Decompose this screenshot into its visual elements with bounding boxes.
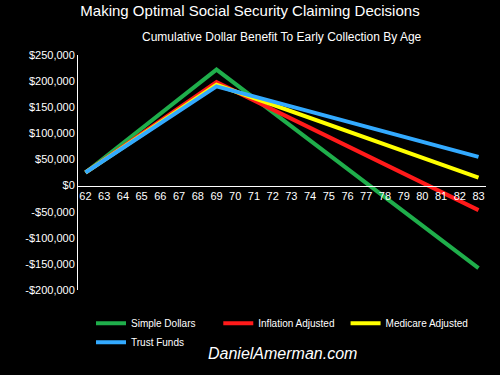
svg-text:72: 72: [267, 190, 279, 202]
svg-text:$50,000: $50,000: [35, 153, 75, 165]
svg-text:71: 71: [248, 190, 260, 202]
svg-text:64: 64: [117, 190, 129, 202]
svg-text:$250,000: $250,000: [29, 49, 75, 61]
svg-text:-$50,000: -$50,000: [31, 206, 74, 218]
svg-text:74: 74: [304, 190, 316, 202]
svg-text:Medicare Adjusted: Medicare Adjusted: [386, 318, 468, 329]
svg-text:$150,000: $150,000: [29, 101, 75, 113]
svg-text:$200,000: $200,000: [29, 75, 75, 87]
svg-text:79: 79: [398, 190, 410, 202]
svg-text:-$100,000: -$100,000: [25, 232, 75, 244]
svg-text:Making Optimal Social Security: Making Optimal Social Security Claiming …: [80, 2, 419, 19]
svg-text:80: 80: [416, 190, 428, 202]
svg-text:Cumulative Dollar Benefit To E: Cumulative Dollar Benefit To Early Colle…: [142, 30, 422, 44]
svg-text:69: 69: [210, 190, 222, 202]
svg-text:83: 83: [472, 190, 484, 202]
svg-text:62: 62: [79, 190, 91, 202]
svg-text:67: 67: [173, 190, 185, 202]
svg-text:73: 73: [285, 190, 297, 202]
svg-text:$0: $0: [63, 179, 75, 191]
svg-text:Inflation Adjusted: Inflation Adjusted: [258, 318, 334, 329]
svg-text:70: 70: [229, 190, 241, 202]
svg-text:76: 76: [341, 190, 353, 202]
svg-text:DanielAmerman.com: DanielAmerman.com: [208, 345, 357, 362]
svg-text:63: 63: [98, 190, 110, 202]
svg-text:81: 81: [435, 190, 447, 202]
svg-text:78: 78: [379, 190, 391, 202]
svg-text:-$200,000: -$200,000: [25, 284, 75, 296]
svg-text:-$150,000: -$150,000: [25, 258, 75, 270]
svg-text:65: 65: [136, 190, 148, 202]
svg-text:Trust Funds: Trust Funds: [131, 337, 184, 348]
svg-text:$100,000: $100,000: [29, 127, 75, 139]
svg-text:66: 66: [154, 190, 166, 202]
svg-text:Simple Dollars: Simple Dollars: [131, 318, 195, 329]
svg-text:82: 82: [454, 190, 466, 202]
svg-text:75: 75: [323, 190, 335, 202]
svg-text:77: 77: [360, 190, 372, 202]
svg-text:68: 68: [192, 190, 204, 202]
